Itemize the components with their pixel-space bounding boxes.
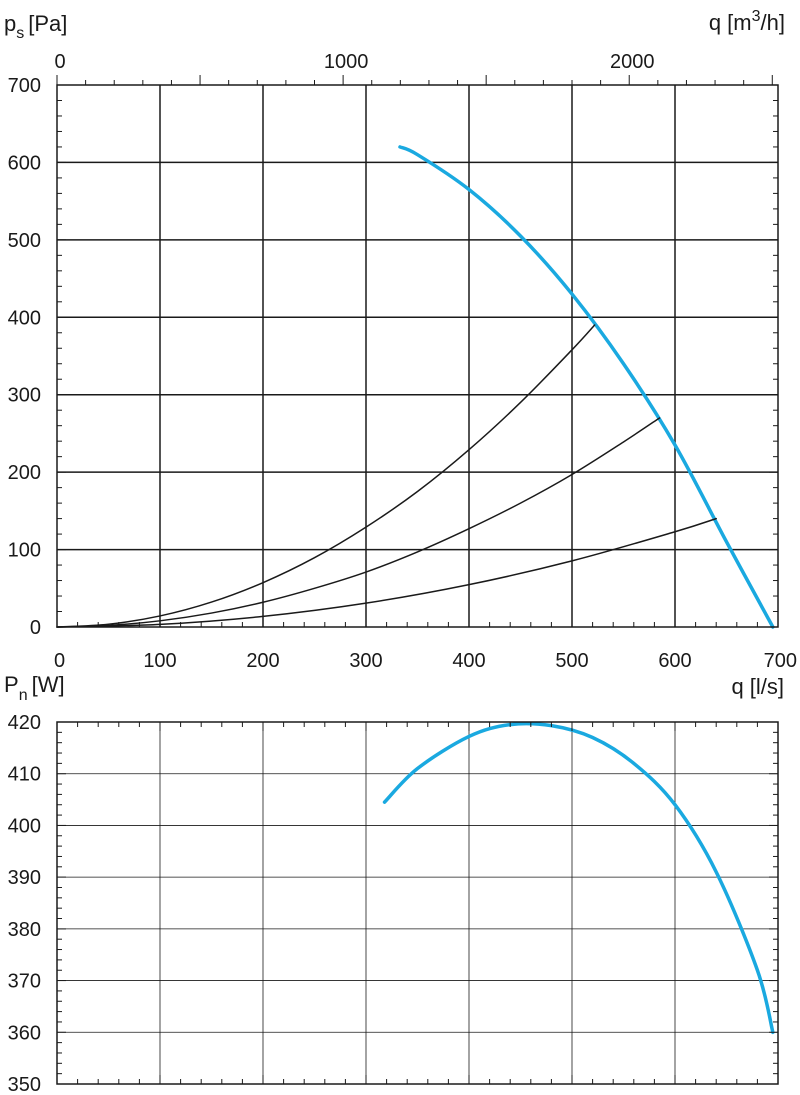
y-tick-label: 400 bbox=[8, 307, 41, 329]
y-tick-label: 380 bbox=[8, 919, 41, 941]
pressure-axis-unit: [Pa] bbox=[28, 11, 67, 36]
y-tick-label: 300 bbox=[8, 385, 41, 407]
bottom-flow-axis-label: q [l/s] bbox=[732, 674, 784, 699]
top-flow-axis-unit-suffix: /h] bbox=[761, 10, 785, 35]
pressure-axis-subscript: s bbox=[16, 25, 24, 42]
y-tick-label: 200 bbox=[8, 462, 41, 484]
y-tick-label: 360 bbox=[8, 1022, 41, 1044]
x2-tick-label: 0 bbox=[54, 51, 65, 73]
power-tick-labels: 350 360 370 380 390 400 410 420 bbox=[8, 712, 41, 1095]
y-tick-label: 500 bbox=[8, 230, 41, 252]
power-curve bbox=[382, 721, 775, 1035]
pressure-curves bbox=[56, 145, 775, 629]
pressure-plot: 0 100 200 300 400 500 600 700 0 100 200 300 400 500 60… bbox=[4, 8, 797, 699]
x-tick-label: 700 bbox=[764, 650, 797, 672]
pressure-tick-labels: 0 100 200 300 400 500 600 700 0 100 200 300 400 500 60… bbox=[8, 51, 797, 672]
system-curve bbox=[56, 517, 717, 628]
top-flow-axis-unit-sup: 3 bbox=[752, 8, 761, 25]
top-flow-axis-symbol: q bbox=[709, 10, 721, 35]
y-tick-label: 410 bbox=[8, 764, 41, 786]
pressure-axis-symbol: p bbox=[4, 11, 16, 36]
power-curves bbox=[382, 721, 775, 1035]
y-tick-label: 700 bbox=[8, 75, 41, 97]
power-plot-frame bbox=[56, 721, 779, 1085]
pressure-ticks bbox=[56, 75, 779, 628]
y-tick-label: 350 bbox=[8, 1074, 41, 1095]
power-axis-label: Pn [W] bbox=[4, 672, 65, 704]
pressure-axis-label: ps [Pa] bbox=[4, 11, 67, 42]
top-flow-axis-label: q [m3/h] bbox=[709, 8, 785, 35]
power-axis-symbol: P bbox=[4, 672, 19, 697]
x-tick-label: 100 bbox=[143, 650, 176, 672]
y-tick-label: 100 bbox=[8, 540, 41, 562]
x-tick-label: 200 bbox=[246, 650, 279, 672]
x2-tick-label: 1000 bbox=[324, 51, 369, 73]
y-tick-label: 600 bbox=[8, 152, 41, 174]
x-tick-label: 300 bbox=[349, 650, 382, 672]
y-tick-label: 370 bbox=[8, 971, 41, 993]
fan-curve bbox=[398, 145, 775, 629]
power-axis-subscript: n bbox=[19, 687, 28, 704]
y-tick-label: 390 bbox=[8, 867, 41, 889]
y-tick-label: 400 bbox=[8, 815, 41, 837]
bottom-flow-axis-unit: [l/s] bbox=[750, 674, 784, 699]
system-curve bbox=[56, 324, 596, 628]
power-plot: 350 360 370 380 390 400 410 420 Pn [W] bbox=[4, 672, 779, 1095]
power-grid bbox=[57, 722, 778, 1084]
x-tick-label: 400 bbox=[452, 650, 485, 672]
pressure-grid bbox=[57, 85, 778, 627]
y-tick-label: 420 bbox=[8, 712, 41, 734]
pressure-plot-frame bbox=[56, 84, 779, 628]
x-tick-label: 0 bbox=[54, 650, 65, 672]
top-flow-axis-unit-prefix: [m bbox=[727, 10, 751, 35]
y-tick-label: 0 bbox=[30, 617, 41, 639]
x-tick-label: 500 bbox=[555, 650, 588, 672]
x2-tick-label: 2000 bbox=[610, 51, 655, 73]
x-tick-label: 600 bbox=[658, 650, 691, 672]
power-ticks bbox=[56, 721, 779, 1085]
power-axis-unit: [W] bbox=[32, 672, 65, 697]
bottom-flow-axis-symbol: q bbox=[732, 674, 744, 699]
